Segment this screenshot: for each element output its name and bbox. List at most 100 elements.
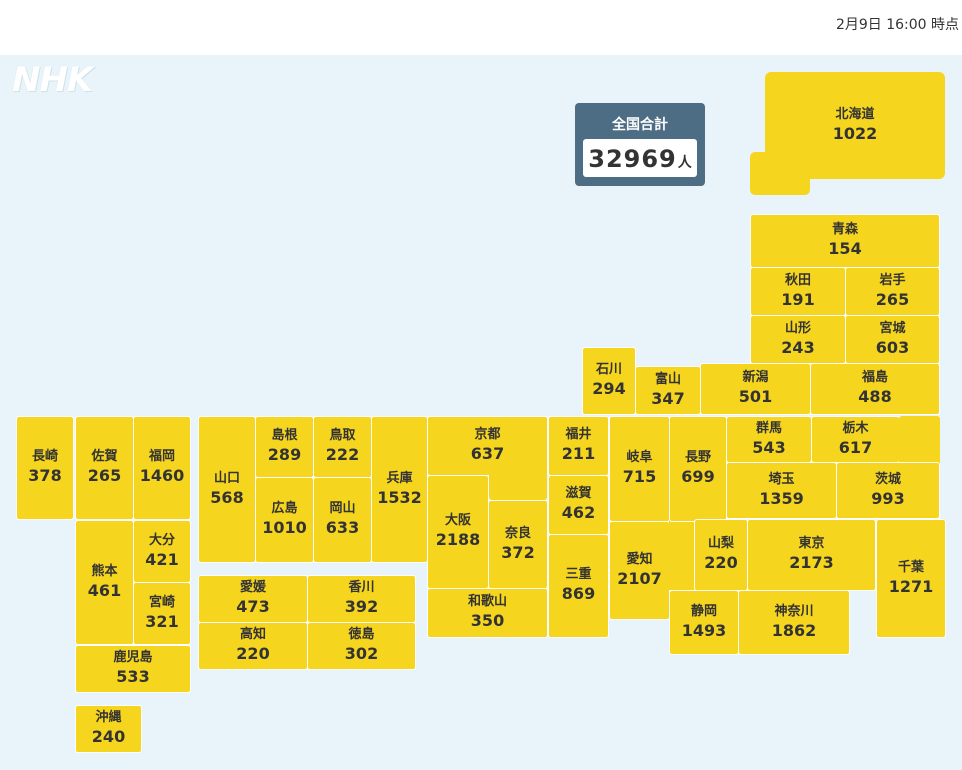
pref-nara-count: 372 [501,542,535,562]
pref-nara[interactable]: 奈良 372 [488,500,548,589]
pref-saitama[interactable]: 埼玉 1359 [726,462,837,519]
pref-tochigi-name: 栃木 [842,420,869,436]
pref-nara-name: 奈良 [504,525,531,541]
pref-shimane[interactable]: 島根 289 [255,416,314,478]
pref-saitama-name: 埼玉 [768,471,795,487]
pref-hokkaido-name: 北海道 [835,106,875,122]
pref-saga[interactable]: 佐賀 265 [75,416,134,520]
pref-tochigi-count: 617 [838,437,873,457]
pref-miyagi-name: 宮城 [879,320,906,336]
pref-fukushima-count: 488 [858,387,892,406]
pref-kanagawa[interactable]: 神奈川 1862 [738,590,850,655]
pref-nagasaki[interactable]: 長崎 378 [16,416,74,520]
pref-miyazaki-count: 321 [145,611,179,631]
pref-ehime-count: 473 [236,597,270,616]
pref-gunma-name: 群馬 [755,420,782,436]
pref-nagano-name: 長野 [684,450,711,465]
pref-osaka-count: 2188 [435,530,481,549]
pref-miyagi[interactable]: 宮城 603 [845,315,940,364]
pref-iwate-name: 岩手 [879,272,906,288]
pref-shiga[interactable]: 滋賀 462 [548,475,609,535]
pref-ishikawa[interactable]: 石川 294 [582,347,636,415]
pref-okinawa[interactable]: 沖縄 240 [75,705,142,753]
pref-chiba-count: 1271 [888,576,934,596]
pref-iwate-count: 265 [875,289,910,309]
pref-kagawa-name: 香川 [348,580,375,595]
pref-hiroshima[interactable]: 広島 1010 [255,477,314,563]
pref-gunma[interactable]: 群馬 543 [726,416,812,463]
pref-kumamoto-name: 熊本 [91,563,118,579]
pref-fukushima-name: 福島 [861,370,888,385]
national-total-value: 32969 [588,145,677,173]
pref-niigata-name: 新潟 [742,370,769,385]
pref-okayama[interactable]: 岡山 633 [313,477,372,563]
pref-shizuoka[interactable]: 静岡 1493 [669,590,739,655]
pref-tokushima[interactable]: 徳島 302 [307,622,416,670]
pref-kagawa[interactable]: 香川 392 [307,575,416,623]
pref-shizuoka-count: 1493 [681,620,727,640]
pref-tottori-name: 鳥取 [329,428,356,443]
pref-fukui-count: 211 [561,444,596,463]
pref-akita-name: 秋田 [784,272,811,288]
pref-yamagata[interactable]: 山形 243 [750,315,846,364]
pref-hiroshima-name: 広島 [271,501,298,516]
pref-oita[interactable]: 大分 421 [133,520,191,583]
pref-shiga-count: 462 [561,503,596,522]
pref-iwate[interactable]: 岩手 265 [845,267,940,316]
pref-kyoto-name: 京都 [474,427,501,442]
pref-nagano[interactable]: 長野 699 [669,416,727,522]
pref-aomori-name: 青森 [831,222,858,237]
kyoto-shape-extension [489,470,547,500]
pref-shimane-count: 289 [267,445,302,464]
pref-akita[interactable]: 秋田 191 [750,267,846,316]
pref-fukuoka[interactable]: 福岡 1460 [133,416,191,520]
pref-kanagawa-count: 1862 [771,620,817,640]
pref-aichi[interactable]: 愛知 2107 [609,521,670,620]
pref-hyogo-name: 兵庫 [386,470,413,486]
pref-hokkaido[interactable]: 北海道 1022 [765,72,945,179]
pref-yamanashi[interactable]: 山梨 220 [694,519,748,591]
pref-kochi-name: 高知 [239,627,266,642]
pref-kyoto-count: 637 [470,444,505,463]
pref-tochigi[interactable]: 栃木 617 [811,416,900,463]
pref-niigata-count: 501 [738,387,773,406]
pref-miyazaki[interactable]: 宮崎 321 [133,582,191,645]
pref-gunma-count: 543 [752,437,786,457]
pref-kagawa-count: 392 [344,597,379,616]
timestamp: 2月9日 16:00 時点 [835,17,959,33]
nagano-shape-extension [669,512,695,590]
pref-hyogo[interactable]: 兵庫 1532 [371,416,428,563]
pref-toyama[interactable]: 富山 347 [635,366,701,415]
pref-tokyo[interactable]: 東京 2173 [747,519,876,591]
pref-aomori[interactable]: 青森 154 [750,214,940,268]
pref-kumamoto[interactable]: 熊本 461 [75,520,134,645]
pref-ishikawa-name: 石川 [595,362,622,377]
pref-tottori[interactable]: 鳥取 222 [313,416,372,478]
pref-nagasaki-count: 378 [28,466,62,485]
pref-saga-count: 265 [87,466,122,485]
pref-osaka[interactable]: 大阪 2188 [427,475,489,589]
pref-chiba-name: 千葉 [897,559,924,575]
pref-tokyo-count: 2173 [789,553,834,572]
pref-ibaraki[interactable]: 茨城 993 [836,462,940,519]
pref-oita-count: 421 [145,549,179,569]
pref-kyoto[interactable]: 京都 637 [427,416,548,476]
pref-yamaguchi-count: 568 [210,487,244,507]
pref-wakayama[interactable]: 和歌山 350 [427,588,548,638]
pref-oita-name: 大分 [148,532,175,548]
pref-kagoshima[interactable]: 鹿児島 533 [75,645,191,693]
pref-yamaguchi[interactable]: 山口 568 [198,416,256,563]
pref-ishikawa-count: 294 [592,379,626,398]
pref-fukui[interactable]: 福井 211 [548,416,609,476]
pref-kochi[interactable]: 高知 220 [198,622,308,670]
pref-mie[interactable]: 三重 869 [548,534,609,638]
pref-chiba[interactable]: 千葉 1271 [876,519,946,638]
pref-ehime[interactable]: 愛媛 473 [198,575,308,623]
pref-okinawa-count: 240 [91,727,126,746]
pref-gifu[interactable]: 岐阜 715 [609,416,670,522]
pref-okayama-name: 岡山 [329,501,356,516]
pref-fukushima[interactable]: 福島 488 [810,363,940,415]
pref-niigata[interactable]: 新潟 501 [700,363,811,415]
pref-kanagawa-name: 神奈川 [774,603,814,619]
pref-hokkaido-count: 1022 [832,123,878,143]
